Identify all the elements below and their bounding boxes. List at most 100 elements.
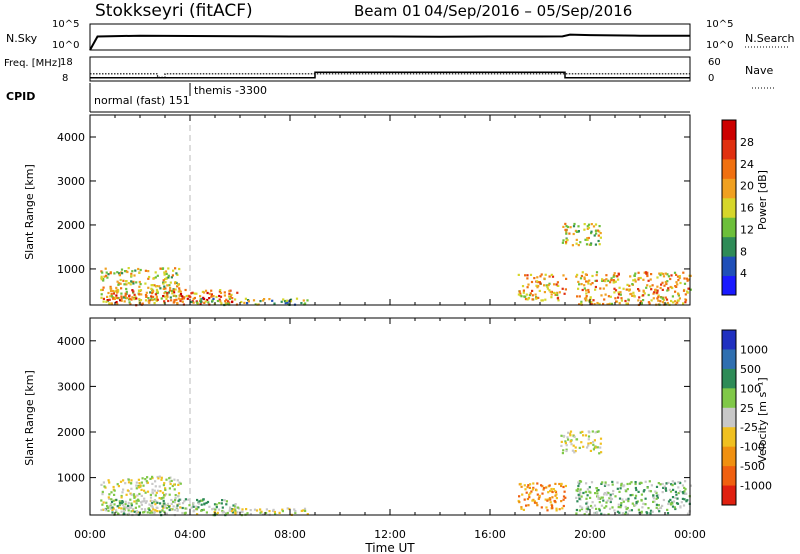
velocity-echo-pixel [607,513,610,516]
velocity-echo-pixel [249,512,252,516]
power-echo-pixel [552,291,556,294]
power-echo-pixel [561,287,564,290]
velocity-echo-pixel [139,484,142,487]
velocity-echo-pixel [580,495,583,498]
velocity-echo-pixel [159,502,162,505]
power-echo-pixel [130,274,133,277]
velocity-echo-pixel [153,510,156,513]
power-echo-pixel [646,284,649,287]
velocity-echo-pixel [130,504,133,507]
power-echo-pixel [534,293,537,296]
velocity-echo-pixel [163,510,166,513]
power-echo-pixel [155,288,159,291]
power-echo-pixel [162,295,165,298]
power-echo-pixel [122,296,125,299]
power-echo-pixel [176,285,179,288]
velocity-echo-pixel [596,492,599,495]
velocity-echo-pixel [649,509,653,512]
velocity-echo-pixel [587,442,590,445]
velocity-echo-pixel [624,505,627,508]
velocity-echo-pixel [211,508,214,511]
velocity-echo-pixel [601,496,604,499]
power-echo-pixel [230,300,234,304]
velocity-echo-pixel [240,510,243,513]
power-echo-pixel [565,232,568,235]
power-echo-pixel [168,289,172,292]
velocity-echo-pixel [586,494,589,497]
power-echo-pixel [228,292,231,295]
power-echo-pixel [536,280,539,283]
power-echo-pixel [590,303,593,306]
velocity-echo-pixel [672,488,675,491]
power-echo-pixel [631,283,634,286]
velocity-echo-pixel [137,484,140,488]
velocity-echo-pixel [603,493,606,496]
velocity-echo-pixel [133,496,136,499]
velocity-echo-pixel [586,488,589,491]
velocity-echo-pixel [145,500,148,503]
power-echo-pixel [657,295,660,299]
velocity-echo-pixel [649,490,652,493]
velocity-echo-pixel [140,481,143,484]
power-echo-pixel [674,300,677,303]
velocity-echo-pixel [160,476,163,479]
velocity-echo-pixel [608,507,612,510]
power-echo-pixel [175,298,178,301]
power-echo-pixel [676,275,680,278]
velocity-echo-pixel [536,493,539,496]
velocity-echo-pixel [221,511,224,514]
power-echo-pixel [575,238,578,241]
power-echo-pixel [273,302,276,305]
velocity-echo-pixel [106,504,109,508]
power-echo-pixel [585,243,589,246]
velocity-echo-pixel [585,497,588,500]
velocity-echo-pixel [574,450,577,453]
velocity-echo-pixel [245,508,248,511]
power-echo-pixel [558,291,561,294]
power-echo-pixel [229,295,232,298]
velocity-echo-pixel [241,510,244,514]
velocity-echo-pixel [673,506,676,509]
power-echo-pixel [578,303,581,306]
power-echo-pixel [676,299,679,302]
power-echo-pixel [163,273,166,276]
velocity-echo-pixel [548,484,551,487]
power-echo-pixel [247,300,250,303]
power-echo-pixel [100,277,103,280]
velocity-echo-pixel [218,502,221,505]
velocity-ytick-label: 3000 [57,380,85,393]
velocity-echo-pixel [676,497,679,500]
velocity-echo-pixel [135,487,138,490]
noise-right-tick-top: 10^5 [706,19,733,30]
velocity-echo-pixel [164,493,168,496]
power-echo-pixel [163,285,166,288]
velocity-echo-pixel [535,501,538,505]
power-echo-pixel [598,225,601,228]
velocity-echo-pixel [587,508,590,511]
power-echo-pixel [550,293,553,296]
power-echo-pixel [572,225,576,228]
power-echo-pixel [575,230,578,233]
power-echo-pixel [580,283,583,286]
power-echo-pixel [125,283,128,286]
velocity-echo-pixel [594,492,597,495]
power-echo-pixel [138,289,141,293]
velocity-echo-pixel [163,482,166,485]
power-echo-pixel [594,288,597,291]
power-echo-pixel [102,300,105,303]
power-echo-pixel [171,292,174,295]
power-echo-pixel [676,301,679,304]
velocity-echo-pixel [611,480,614,483]
power-echo-pixel [684,299,688,302]
power-echo-pixel [191,291,194,294]
power-echo-pixel [518,290,521,293]
power-colorbar-swatch [722,197,736,218]
power-echo-pixel [585,289,588,292]
power-echo-pixel [593,303,596,306]
power-echo-pixel [588,279,591,282]
velocity-echo-pixel [640,499,643,502]
power-echo-pixel [163,292,166,295]
velocity-echo-pixel [671,484,674,487]
power-echo-pixel [220,302,223,305]
power-echo-pixel [137,267,140,271]
